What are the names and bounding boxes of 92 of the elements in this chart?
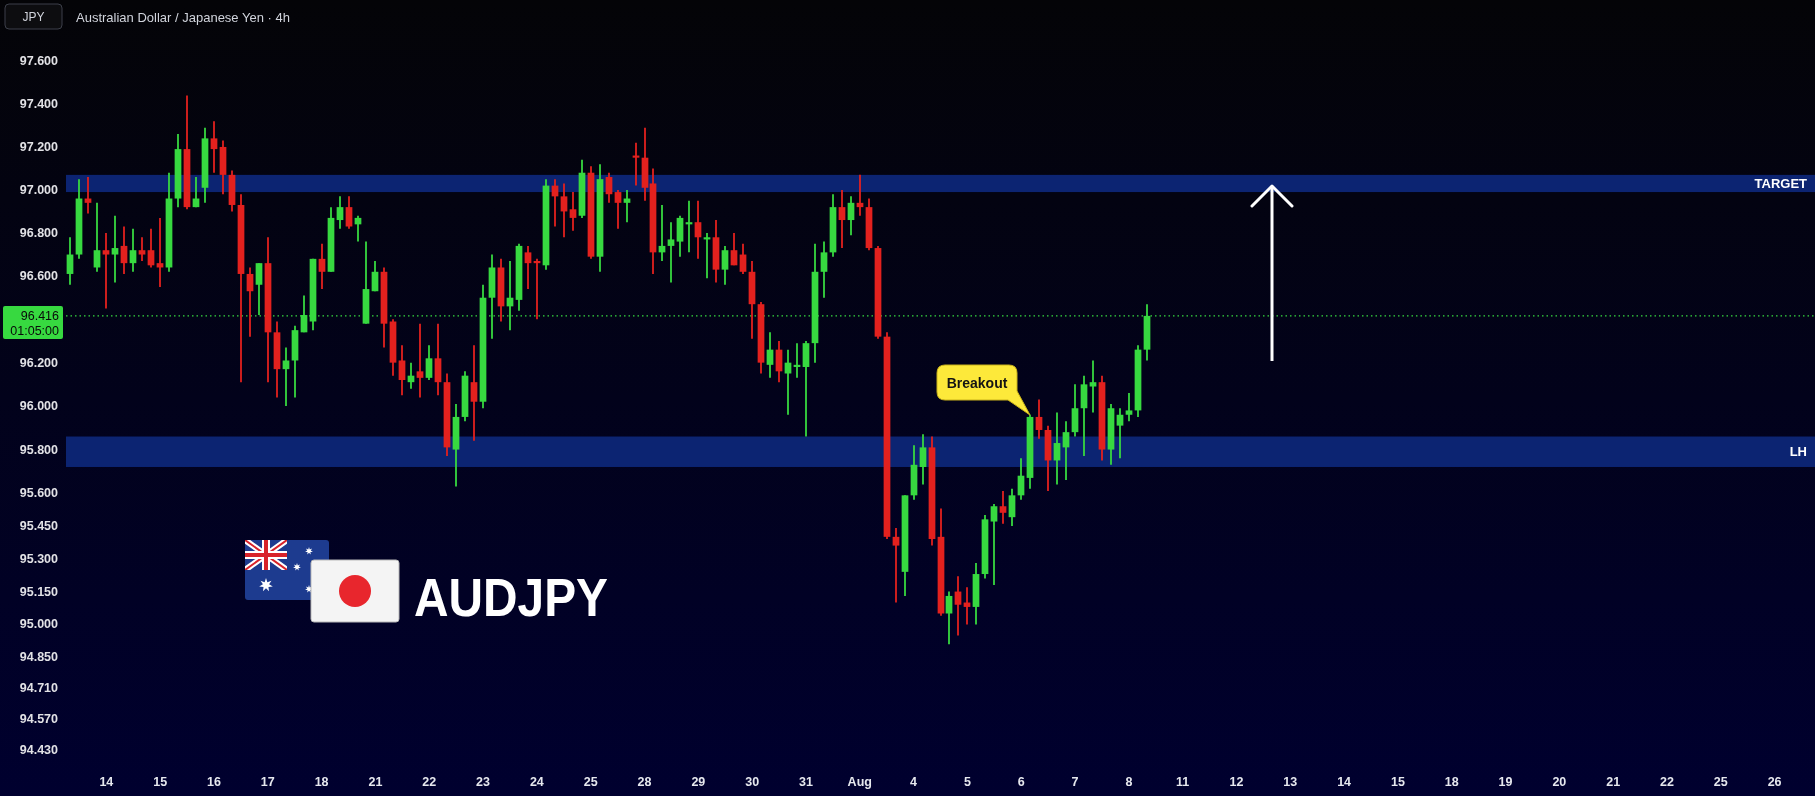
x-tick-label: 29	[691, 775, 706, 789]
annotation: AUDJPY	[414, 567, 634, 627]
y-tick-label: 96.600	[19, 269, 59, 284]
candlestick	[1008, 487, 1016, 527]
y-tick-label: 97.400	[19, 97, 59, 112]
x-tick-label: 16	[207, 775, 221, 789]
candlestick	[345, 195, 353, 230]
x-tick-label: Aug	[847, 775, 872, 789]
candlestick	[336, 195, 344, 230]
candlestick	[318, 242, 326, 290]
candlestick	[138, 236, 146, 262]
y-tick-label: 94.570	[19, 712, 59, 727]
y-tick-label: 96.000	[19, 399, 59, 414]
candlestick	[1116, 407, 1124, 460]
candlestick	[721, 245, 729, 286]
candlestick	[945, 590, 953, 646]
candlestick	[802, 340, 810, 438]
y-tick-label: 97.600	[19, 54, 59, 69]
candlestick	[425, 344, 433, 381]
candlestick	[111, 214, 119, 284]
x-tick-label: 4	[910, 775, 918, 789]
candlestick	[470, 344, 478, 442]
x-tick-label: 5	[963, 775, 971, 789]
x-tick-label: 28	[637, 775, 652, 789]
candlestick	[676, 214, 684, 258]
y-tick-label: 94.850	[19, 650, 59, 665]
x-tick-label: 15	[153, 775, 168, 789]
y-tick-label: 97.200	[19, 139, 59, 154]
candlestick	[614, 189, 622, 230]
x-tick-label: 17	[260, 775, 275, 789]
x-tick-label: 21	[1606, 775, 1621, 789]
x-tick-label: 8	[1125, 775, 1133, 789]
candlestick	[919, 433, 927, 486]
y-tick-label: 95.450	[19, 518, 59, 533]
x-tick-label: 31	[799, 775, 813, 789]
x-tick-label: 18	[1444, 775, 1459, 789]
y-axis-title: JPY	[22, 10, 45, 24]
y-tick-label: 95.300	[19, 551, 59, 566]
y-tick-label: 94.710	[19, 681, 59, 696]
candlestick	[1089, 359, 1097, 414]
x-tick-label: 6	[1017, 775, 1025, 789]
x-tick-label: 22	[1660, 775, 1675, 789]
y-tick-label: 95.600	[19, 486, 59, 501]
candlestick	[999, 490, 1007, 525]
y-tick-label: 95.800	[19, 442, 59, 457]
x-tick-label: 25	[583, 775, 598, 789]
band-label: TARGET	[1754, 175, 1808, 191]
text: 01:05:00	[10, 323, 60, 338]
candlestick	[416, 322, 424, 399]
candlestick	[210, 120, 218, 174]
y-tick-label: 96.200	[19, 355, 59, 370]
candlestick	[892, 527, 900, 604]
x-tick-label: 25	[1713, 775, 1728, 789]
candlestick	[398, 344, 406, 397]
candlestick	[569, 191, 577, 232]
candlestick	[255, 262, 263, 316]
x-tick-label: 15	[1390, 775, 1405, 789]
candlestick	[820, 240, 828, 299]
x-tick-label: 11	[1176, 775, 1190, 789]
x-tick-label: 21	[368, 775, 383, 789]
y-tick-label: 97.000	[19, 182, 59, 197]
chart-title: Australian Dollar / Japanese Yen · 4h	[76, 9, 290, 25]
y-tick-label: 95.150	[19, 584, 59, 599]
x-tick-label: 19	[1498, 775, 1513, 789]
x-tick-label: 14	[1337, 775, 1352, 789]
x-tick-label: 14	[99, 775, 114, 789]
x-tick-label: 22	[422, 775, 437, 789]
x-tick-label: 26	[1767, 775, 1782, 789]
band-label: LH	[1789, 444, 1807, 460]
candlestick	[667, 221, 675, 284]
candlestick	[784, 348, 792, 416]
x-tick-label: 13	[1283, 775, 1298, 789]
x-tick-label: 18	[314, 775, 329, 789]
x-tick-label: 20	[1552, 775, 1567, 789]
candlestick	[434, 322, 442, 397]
y-tick-label: 94.430	[19, 743, 59, 757]
candlestick	[102, 232, 110, 310]
y-tick-label: 95.000	[19, 617, 59, 632]
candlestick	[524, 245, 532, 290]
candlestick	[838, 189, 846, 249]
x-tick-label: 24	[529, 775, 544, 789]
x-tick-label: 23	[476, 775, 491, 789]
candlestick	[129, 227, 137, 273]
ref-line-label: 96.416	[20, 308, 60, 323]
candlestick	[282, 346, 290, 407]
y-tick-label: 96.800	[19, 225, 59, 240]
x-tick-label: 7	[1071, 775, 1079, 789]
candlestick	[990, 503, 998, 586]
candlestick	[1125, 392, 1133, 423]
annotation: Breakout	[946, 374, 1008, 391]
x-tick-label: 12	[1229, 775, 1244, 789]
x-tick-label: 30	[745, 775, 760, 789]
